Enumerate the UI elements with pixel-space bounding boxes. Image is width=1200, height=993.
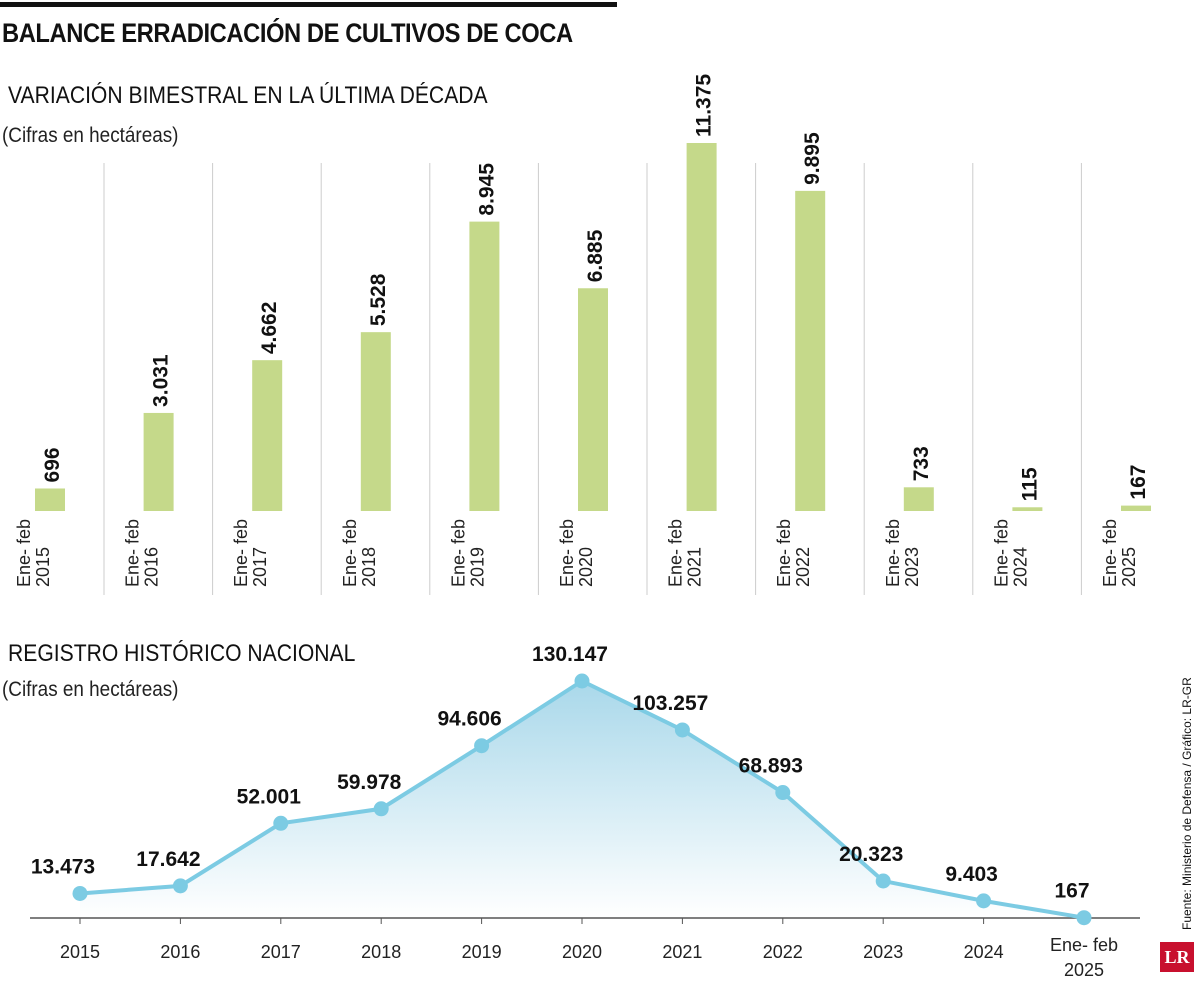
area-fill — [80, 681, 1084, 918]
x-tick-label: 2016 — [160, 942, 200, 962]
bar-chart-title: VARIACIÓN BIMESTRAL EN LA ÚLTIMA DÉCADA — [8, 82, 488, 109]
main-title: BALANCE ERRADICACIÓN DE CULTIVOS DE COCA — [2, 18, 573, 48]
bar-category-label: Ene- feb — [557, 519, 577, 587]
bar — [686, 143, 717, 511]
data-point — [474, 738, 490, 754]
bar-value-label: 696 — [41, 447, 64, 482]
data-point — [775, 785, 791, 801]
bar — [903, 487, 934, 511]
point-value-label: 130.147 — [532, 643, 608, 666]
bar-category-label: 2023 — [902, 547, 922, 587]
bar-category-label: 2017 — [250, 547, 270, 587]
x-tick-label: 2015 — [60, 942, 100, 962]
bar-category-label: Ene- feb — [340, 519, 360, 587]
bar-value-label: 733 — [910, 446, 933, 481]
bar — [252, 360, 283, 511]
bar-category-label: Ene- feb — [448, 519, 468, 587]
bar-value-label: 115 — [1018, 467, 1041, 501]
data-point — [976, 893, 992, 909]
bar — [143, 412, 174, 511]
point-value-label: 52.001 — [237, 785, 302, 808]
bar-category-label: Ene- feb — [123, 519, 143, 587]
data-point — [1076, 910, 1092, 926]
bar-value-label: 11.375 — [693, 74, 716, 137]
x-tick-label: 2018 — [361, 942, 401, 962]
data-point — [72, 885, 88, 901]
bar — [469, 221, 500, 511]
x-tick-label: 2020 — [562, 942, 602, 962]
x-tick-label: 2023 — [863, 942, 903, 962]
point-value-label: 94.606 — [437, 708, 501, 731]
bar-category-label: 2021 — [685, 547, 705, 587]
bar-category-label: 2019 — [467, 547, 487, 587]
point-value-label: 13.473 — [31, 855, 95, 878]
point-value-label: 68.893 — [739, 755, 803, 778]
bar-category-label: Ene- feb — [774, 519, 794, 587]
data-point — [875, 873, 891, 889]
data-point — [172, 878, 188, 894]
point-value-label: 17.642 — [136, 848, 200, 871]
data-point — [574, 673, 590, 689]
data-point — [373, 801, 389, 817]
bar — [35, 488, 65, 511]
x-tick-label: 2019 — [462, 942, 502, 962]
x-tick-label: 2025 — [1064, 960, 1104, 980]
bar-category-label: Ene- feb — [991, 519, 1011, 587]
bar-category-label: 2025 — [1119, 547, 1139, 587]
bar-category-label: 2024 — [1010, 547, 1030, 587]
lr-logo: LR — [1160, 942, 1194, 972]
bar-value-label: 5.528 — [367, 273, 390, 326]
bar-category-label: 2022 — [793, 547, 813, 587]
bar-value-label: 6.885 — [584, 229, 607, 282]
bar-category-label: Ene- feb — [1100, 519, 1120, 587]
bar-chart-subtitle: (Cifras en hectáreas) — [2, 124, 179, 147]
bar — [578, 288, 608, 511]
bar-category-label: 2016 — [142, 547, 162, 587]
x-tick-label: 2024 — [964, 942, 1004, 962]
point-value-label: 167 — [1054, 880, 1089, 903]
data-point — [273, 815, 289, 831]
x-tick-label: 2017 — [261, 942, 301, 962]
data-point — [674, 722, 690, 738]
bar-value-label: 9.895 — [801, 132, 824, 185]
bar-value-label: 8.945 — [475, 163, 498, 216]
x-tick-label: 2022 — [763, 942, 803, 962]
top-rule — [0, 2, 617, 7]
point-value-label: 20.323 — [839, 843, 903, 866]
bar-category-label: 2015 — [33, 547, 53, 587]
bar-category-label: Ene- feb — [231, 519, 251, 587]
bar-value-label: 3.031 — [150, 354, 173, 407]
x-tick-label: Ene- feb — [1050, 935, 1118, 955]
bar-category-label: Ene- feb — [666, 519, 686, 587]
bar-category-label: 2018 — [359, 547, 379, 587]
bar-value-label: 4.662 — [258, 302, 281, 355]
bar — [795, 190, 826, 511]
line-chart-title: REGISTRO HISTÓRICO NACIONAL — [8, 640, 356, 667]
bar-category-label: Ene- feb — [14, 519, 34, 587]
bar-category-label: 2020 — [576, 547, 596, 587]
point-value-label: 9.403 — [945, 863, 998, 886]
point-value-label: 59.978 — [337, 771, 402, 794]
bar — [1012, 507, 1043, 511]
source-note: Fuente: Ministerio de Defensa / Gráfico:… — [1180, 677, 1194, 930]
bar-value-label: 167 — [1127, 465, 1150, 500]
x-tick-label: 2021 — [662, 942, 702, 962]
point-value-label: 103.257 — [632, 692, 708, 715]
line-chart-subtitle: (Cifras en hectáreas) — [2, 678, 179, 701]
bar — [1121, 505, 1151, 511]
bar-category-label: Ene- feb — [883, 519, 903, 587]
bar — [360, 332, 391, 511]
